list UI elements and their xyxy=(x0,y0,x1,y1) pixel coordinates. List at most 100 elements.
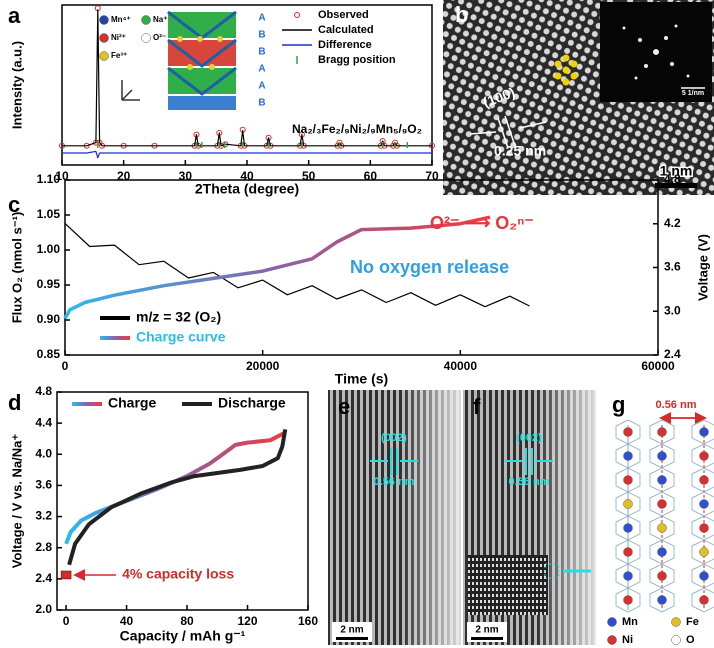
scale-bar xyxy=(471,637,503,640)
y-axis-label: Voltage / V vs. Na/Na⁺ xyxy=(9,434,24,569)
scale-bar xyxy=(655,183,697,188)
atom xyxy=(657,595,667,605)
x-tick-label: 40000 xyxy=(444,359,478,373)
y-tick-label: 2.8 xyxy=(35,540,52,554)
series-line xyxy=(62,150,432,159)
structure-legend-text: Mn⁴⁺ xyxy=(111,15,131,24)
atom xyxy=(623,451,633,461)
legend-atom xyxy=(671,635,681,645)
stacking-label: A xyxy=(258,64,265,75)
plane-label: (002) xyxy=(516,432,542,444)
panel-label: a xyxy=(8,3,21,28)
legend-text: Calculated xyxy=(318,24,374,36)
octahedron xyxy=(691,443,714,469)
octahedron xyxy=(649,419,675,445)
y-axis-label: Intensity (a.u.) xyxy=(9,41,24,129)
atom-cluster xyxy=(554,54,578,86)
scale-label: 2 nm xyxy=(340,625,363,636)
x-axis-label: Time (s) xyxy=(335,371,388,387)
panel-label: d xyxy=(8,390,21,415)
spacing-label: 0.56 nm xyxy=(509,476,550,488)
stacking-label: A xyxy=(258,81,265,92)
scale-label: 2 nm xyxy=(475,625,498,636)
series-line xyxy=(62,9,432,147)
panel-label: f xyxy=(473,394,481,419)
panel-label: e xyxy=(338,394,350,419)
spacing-marks xyxy=(370,448,418,475)
x-tick-label: 30 xyxy=(179,169,193,183)
atom xyxy=(657,427,667,437)
y-tick-label: 0.90 xyxy=(37,312,61,326)
atom xyxy=(623,523,633,533)
octahedron xyxy=(649,515,675,541)
structure-legend-dot xyxy=(141,33,151,43)
x-tick-label: 0 xyxy=(62,359,69,373)
amorphous-edge xyxy=(328,390,461,645)
y2-axis-label: Voltage (V) xyxy=(695,234,710,301)
atom xyxy=(699,571,709,581)
legend-text: Fe xyxy=(686,616,699,628)
legend-text: O xyxy=(686,634,695,646)
atom xyxy=(699,499,709,509)
annotation-marker xyxy=(60,570,72,580)
stacking-label: B xyxy=(258,30,265,41)
atom xyxy=(623,547,633,557)
atom xyxy=(657,475,667,485)
octahedron xyxy=(615,563,641,589)
octahedron xyxy=(615,539,641,565)
atom xyxy=(699,547,709,557)
octahedron xyxy=(615,491,641,517)
atom xyxy=(623,571,633,581)
legend-atom xyxy=(671,617,681,627)
x-tick-label: 50 xyxy=(302,169,316,183)
x-tick-label: 60000 xyxy=(641,359,675,373)
x-tick-label: 40 xyxy=(120,614,134,628)
structure-legend-text: O²⁻ xyxy=(153,33,166,42)
structure-legend-dot xyxy=(99,51,109,61)
atom xyxy=(699,523,709,533)
x-tick-label: 20000 xyxy=(246,359,280,373)
x-axis-label: 2Theta (degree) xyxy=(195,181,299,197)
annotation: No oxygen release xyxy=(350,257,509,277)
plot-frame xyxy=(61,4,433,166)
spacing-label: 0.25 nm xyxy=(494,143,546,159)
octahedron xyxy=(615,467,641,493)
y2-tick-label: 3.0 xyxy=(664,303,681,317)
x-tick-label: 0 xyxy=(63,614,70,628)
octahedron xyxy=(649,491,675,517)
legend-text: Mn xyxy=(622,616,638,628)
reconstructed-region xyxy=(468,555,548,615)
legend-atom xyxy=(607,617,617,627)
y-tick-label: 3.6 xyxy=(35,478,52,492)
x-tick-label: 120 xyxy=(238,614,258,628)
x-tick-label: 160 xyxy=(298,614,318,628)
atom xyxy=(657,547,667,557)
structure-legend-text: Ni²⁺ xyxy=(111,33,126,42)
scale-label: 1 nm xyxy=(660,163,693,179)
octahedron xyxy=(649,563,675,589)
legend-marker xyxy=(294,12,300,18)
octahedron xyxy=(691,467,714,493)
spacing-label: 0.56 nm xyxy=(656,399,697,411)
octahedron xyxy=(691,587,714,613)
legend-text: m/z = 32 (O₂) xyxy=(136,309,221,325)
atom xyxy=(699,451,709,461)
annotation: O²⁻ ⟶ O₂ⁿ⁻ xyxy=(430,213,534,233)
atom xyxy=(623,595,633,605)
atom xyxy=(657,523,667,533)
octahedron xyxy=(615,419,641,445)
axis-glyph xyxy=(121,80,140,101)
octahedron xyxy=(615,515,641,541)
diffraction-spots xyxy=(622,24,690,80)
plot-frame xyxy=(56,391,309,611)
scale-bar xyxy=(336,637,368,640)
x-axis-label: Capacity / mAh g⁻¹ xyxy=(120,628,246,644)
atom xyxy=(657,451,667,461)
series-line xyxy=(64,222,530,308)
structure-legend-dot xyxy=(99,15,109,25)
structure-legend-text: Na⁺ xyxy=(153,15,167,24)
octahedron xyxy=(649,539,675,565)
y-tick-label: 4.0 xyxy=(35,446,52,460)
structure-legend-dot xyxy=(99,33,109,43)
y-tick-label: 1.10 xyxy=(37,172,61,186)
